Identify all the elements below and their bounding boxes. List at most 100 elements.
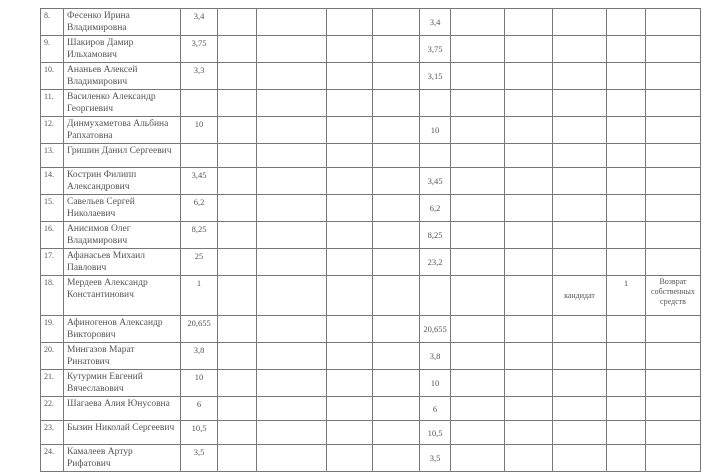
empty-cell [326, 275, 373, 316]
empty-cell [450, 167, 505, 195]
row-number: 16. [40, 221, 64, 249]
empty-cell [326, 396, 373, 421]
row-number: 17. [40, 248, 64, 276]
row-number: 23. [40, 420, 64, 445]
candidate-name: Кострин Филипп Александрович [63, 167, 181, 195]
empty-cell [504, 275, 553, 316]
amount-received: 10 [180, 116, 218, 144]
return-reason [645, 194, 701, 222]
candidate-name: Бызин Николай Сергеевич [63, 420, 181, 445]
amount-received: 6 [180, 396, 218, 421]
returned-amount [606, 194, 646, 222]
row-number: 22. [40, 396, 64, 421]
empty-cell [217, 89, 257, 117]
table-row: 14. Кострин Филипп Александрович 3,45 3,45 [40, 167, 701, 195]
return-reason [645, 420, 701, 445]
candidate-name: Камалеев Артур Рифатович [63, 444, 181, 472]
returned-to [552, 62, 607, 90]
return-reason [645, 143, 701, 168]
table-row: 24. Камалеев Артур Рифатович 3,5 3,5 [40, 444, 701, 472]
empty-cell [256, 342, 327, 370]
empty-cell [217, 194, 257, 222]
amount-received: 3,45 [180, 167, 218, 195]
empty-cell [326, 420, 373, 445]
empty-cell [372, 89, 420, 117]
empty-cell [256, 396, 327, 421]
empty-cell [504, 35, 553, 63]
empty-cell [504, 89, 553, 117]
empty-cell [450, 275, 505, 316]
empty-cell [504, 444, 553, 472]
returned-to [552, 444, 607, 472]
returned-to [552, 116, 607, 144]
amount-spent: 23,2 [419, 248, 451, 276]
return-reason [645, 444, 701, 472]
empty-cell [450, 62, 505, 90]
empty-cell [217, 221, 257, 249]
empty-cell [256, 369, 327, 397]
return-reason [645, 369, 701, 397]
empty-cell [450, 35, 505, 63]
empty-cell [217, 62, 257, 90]
empty-cell [256, 143, 327, 168]
amount-spent: 10 [419, 369, 451, 397]
amount-received: 3,4 [180, 8, 218, 36]
empty-cell [217, 369, 257, 397]
returned-amount: 1 [606, 275, 646, 316]
return-reason [645, 62, 701, 90]
empty-cell [326, 8, 373, 36]
amount-spent: 6,2 [419, 194, 451, 222]
empty-cell [256, 275, 327, 316]
empty-cell [450, 444, 505, 472]
empty-cell [326, 89, 373, 117]
empty-cell [504, 62, 553, 90]
amount-spent: 10,5 [419, 420, 451, 445]
empty-cell [256, 221, 327, 249]
empty-cell [450, 143, 505, 168]
amount-received: 10,5 [180, 420, 218, 445]
candidate-name: Динмухаметова Альбина Рапхатовна [63, 116, 181, 144]
table-row: 16. Анисимов Олег Владимирович 8,25 8,25 [40, 221, 701, 249]
empty-cell [504, 194, 553, 222]
amount-spent: 3,75 [419, 35, 451, 63]
table-row: 11. Василенко Александр Георгиевич [40, 89, 701, 117]
amount-received: 8,25 [180, 221, 218, 249]
empty-cell [326, 221, 373, 249]
empty-cell [326, 194, 373, 222]
amount-spent: 10 [419, 116, 451, 144]
empty-cell [217, 248, 257, 276]
empty-cell [326, 62, 373, 90]
amount-received [180, 143, 218, 168]
returned-amount [606, 116, 646, 144]
empty-cell [326, 369, 373, 397]
empty-cell [450, 315, 505, 343]
row-number: 15. [40, 194, 64, 222]
candidates-finance-table: 8. Фесенко Ирина Владимировна 3,4 3,4 9. Шаки… [40, 8, 701, 472]
amount-spent: 3,45 [419, 167, 451, 195]
amount-spent [419, 275, 451, 316]
amount-received: 6,2 [180, 194, 218, 222]
table-row: 8. Фесенко Ирина Владимировна 3,4 3,4 [40, 8, 701, 36]
empty-cell [504, 396, 553, 421]
table-row: 13. Гришин Данил Сергеевич [40, 143, 701, 168]
amount-received: 3,5 [180, 444, 218, 472]
empty-cell [372, 396, 420, 421]
empty-cell [256, 444, 327, 472]
returned-to: кандидат [552, 275, 607, 316]
empty-cell [372, 221, 420, 249]
empty-cell [217, 167, 257, 195]
return-reason [645, 315, 701, 343]
empty-cell [504, 369, 553, 397]
table-row: 15. Савельев Сергей Николаевич 6,2 6,2 [40, 194, 701, 222]
amount-received [180, 89, 218, 117]
returned-amount [606, 342, 646, 370]
empty-cell [372, 369, 420, 397]
empty-cell [217, 35, 257, 63]
table-row: 19. Афиногенов Александр Викторович 20,655… [40, 315, 701, 343]
empty-cell [450, 369, 505, 397]
row-number: 20. [40, 342, 64, 370]
amount-received: 3,75 [180, 35, 218, 63]
empty-cell [372, 62, 420, 90]
return-reason [645, 342, 701, 370]
returned-to [552, 396, 607, 421]
